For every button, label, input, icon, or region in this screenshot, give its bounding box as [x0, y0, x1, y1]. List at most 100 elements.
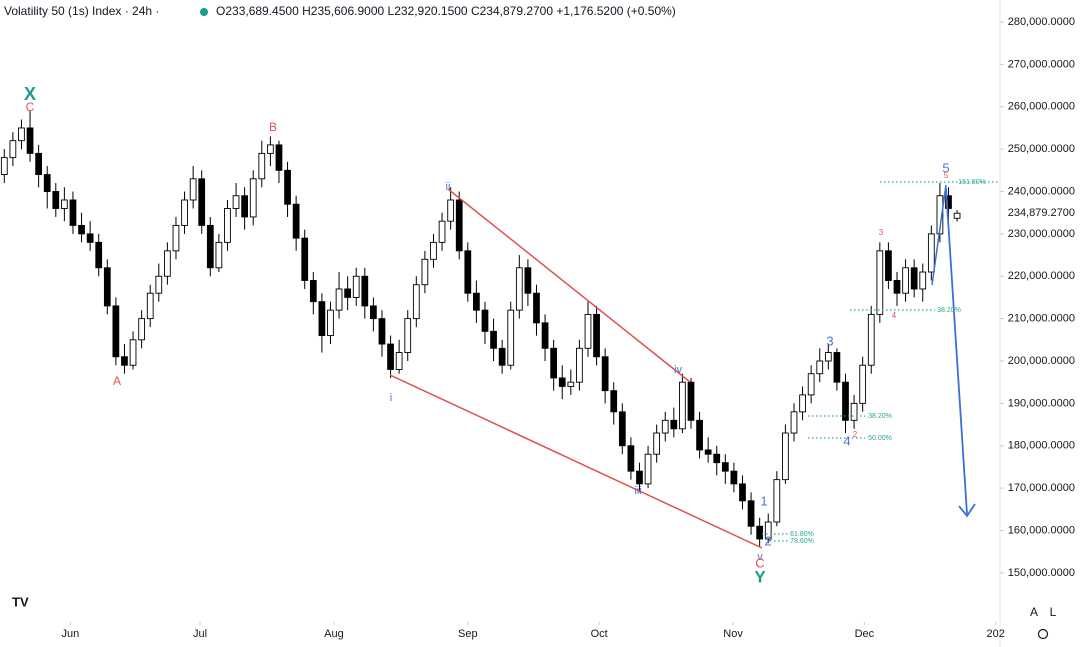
candle-body [541, 322, 549, 349]
candle-body [859, 364, 867, 404]
candle-body [764, 521, 772, 540]
candle-body [172, 224, 180, 252]
log-scale-button[interactable]: L [1050, 605, 1057, 619]
wave-label: 2 [764, 533, 771, 548]
candle-body [284, 169, 291, 205]
candle-body [292, 203, 300, 239]
candle-body [35, 152, 42, 176]
candle-body [910, 267, 918, 290]
wave-label: 3 [879, 228, 884, 237]
y-tick-label: 240,000.0000 [1008, 185, 1075, 197]
candle-body [52, 191, 60, 209]
x-tick-label: Jul [193, 628, 207, 640]
candle-body [275, 144, 283, 171]
candle-body [533, 292, 540, 324]
wave-label: i [390, 392, 392, 404]
wave-label: 4 [843, 433, 850, 448]
candle-body [790, 411, 798, 434]
auto-scale-button[interactable]: A [1030, 605, 1038, 619]
y-tick-label: 260,000.0000 [1008, 101, 1075, 113]
candle-body [241, 195, 249, 218]
candle-body [850, 402, 858, 421]
candle-body [953, 212, 961, 219]
candle-body [78, 224, 85, 235]
candle-body [61, 199, 68, 209]
candle-body [833, 352, 841, 383]
candle-body [121, 356, 128, 366]
candle-body [318, 301, 326, 337]
candle-body [361, 275, 369, 307]
o-value: 233,689.4500 [225, 4, 299, 18]
ohlc-header: O233,689.4500 H235,606.9000 L232,920.150… [216, 4, 676, 18]
y-tick-label: 280,000.0000 [1008, 16, 1075, 28]
candle-body [112, 305, 120, 358]
candle-body [515, 267, 523, 311]
candle-body [713, 453, 721, 464]
candle-body [867, 313, 875, 366]
candle-body [936, 195, 944, 235]
fib-label: 38.20% [937, 307, 961, 314]
candle-body [473, 292, 480, 311]
c-value: 234,879.2700 [480, 4, 554, 18]
o-label: O [216, 4, 225, 18]
candle-body [739, 483, 746, 502]
candle-body [653, 432, 661, 455]
candle-body [567, 381, 575, 387]
candle-body [584, 313, 592, 349]
wave-label: ii [446, 181, 451, 193]
candle-body [576, 347, 583, 383]
candle-body [618, 411, 626, 447]
y-tick-label: 210,000.0000 [1008, 313, 1075, 325]
candle-body [636, 470, 643, 485]
y-tick-label: 150,000.0000 [1008, 567, 1075, 579]
status-dot [200, 8, 208, 16]
trend-line [447, 188, 691, 383]
candle-body [893, 280, 901, 294]
forecast-arrow [945, 187, 968, 515]
arrow-head [958, 503, 976, 518]
candle-body [18, 127, 25, 142]
candle-body [189, 178, 197, 201]
candle-body [206, 224, 214, 269]
candle-body [327, 309, 334, 337]
candle-body [507, 309, 515, 366]
wave-label: A [113, 374, 121, 388]
candle-body [704, 449, 712, 455]
candle-body [258, 152, 266, 180]
candle-body [370, 305, 377, 320]
wave-label: 2 [853, 430, 858, 439]
trend-line [389, 374, 763, 549]
candle-body [447, 199, 455, 222]
candle-body [876, 250, 884, 315]
fib-label: 78.60% [790, 538, 814, 545]
candle-body [26, 127, 34, 154]
x-tick-label: Aug [324, 628, 344, 640]
y-tick-label: 230,000.0000 [1008, 228, 1075, 240]
h-value: 235,606.9000 [311, 4, 385, 18]
candle-body [807, 373, 815, 396]
settings-icon[interactable] [1037, 628, 1049, 640]
candle-body [344, 288, 352, 298]
candle-body [558, 377, 566, 387]
candle-body [799, 394, 806, 413]
candle-body [301, 237, 309, 281]
fib-label: 50.00% [868, 435, 892, 442]
wave-label: 3 [826, 333, 833, 348]
candle-body [902, 267, 909, 294]
wave-label: B [269, 120, 277, 134]
wave-label: Y [754, 567, 766, 586]
candle-body [224, 208, 231, 243]
candle-body [816, 360, 824, 375]
candle-body [945, 195, 952, 209]
candle-body [43, 174, 51, 192]
candle-body [129, 339, 137, 366]
candle-body [86, 233, 94, 243]
candle-body [378, 318, 386, 345]
candle-body [395, 352, 403, 370]
candle-body [421, 258, 429, 286]
candle-body [352, 275, 360, 298]
candle-body [490, 330, 497, 349]
candle-body [455, 199, 463, 252]
fib-label: 161.80% [958, 179, 986, 186]
